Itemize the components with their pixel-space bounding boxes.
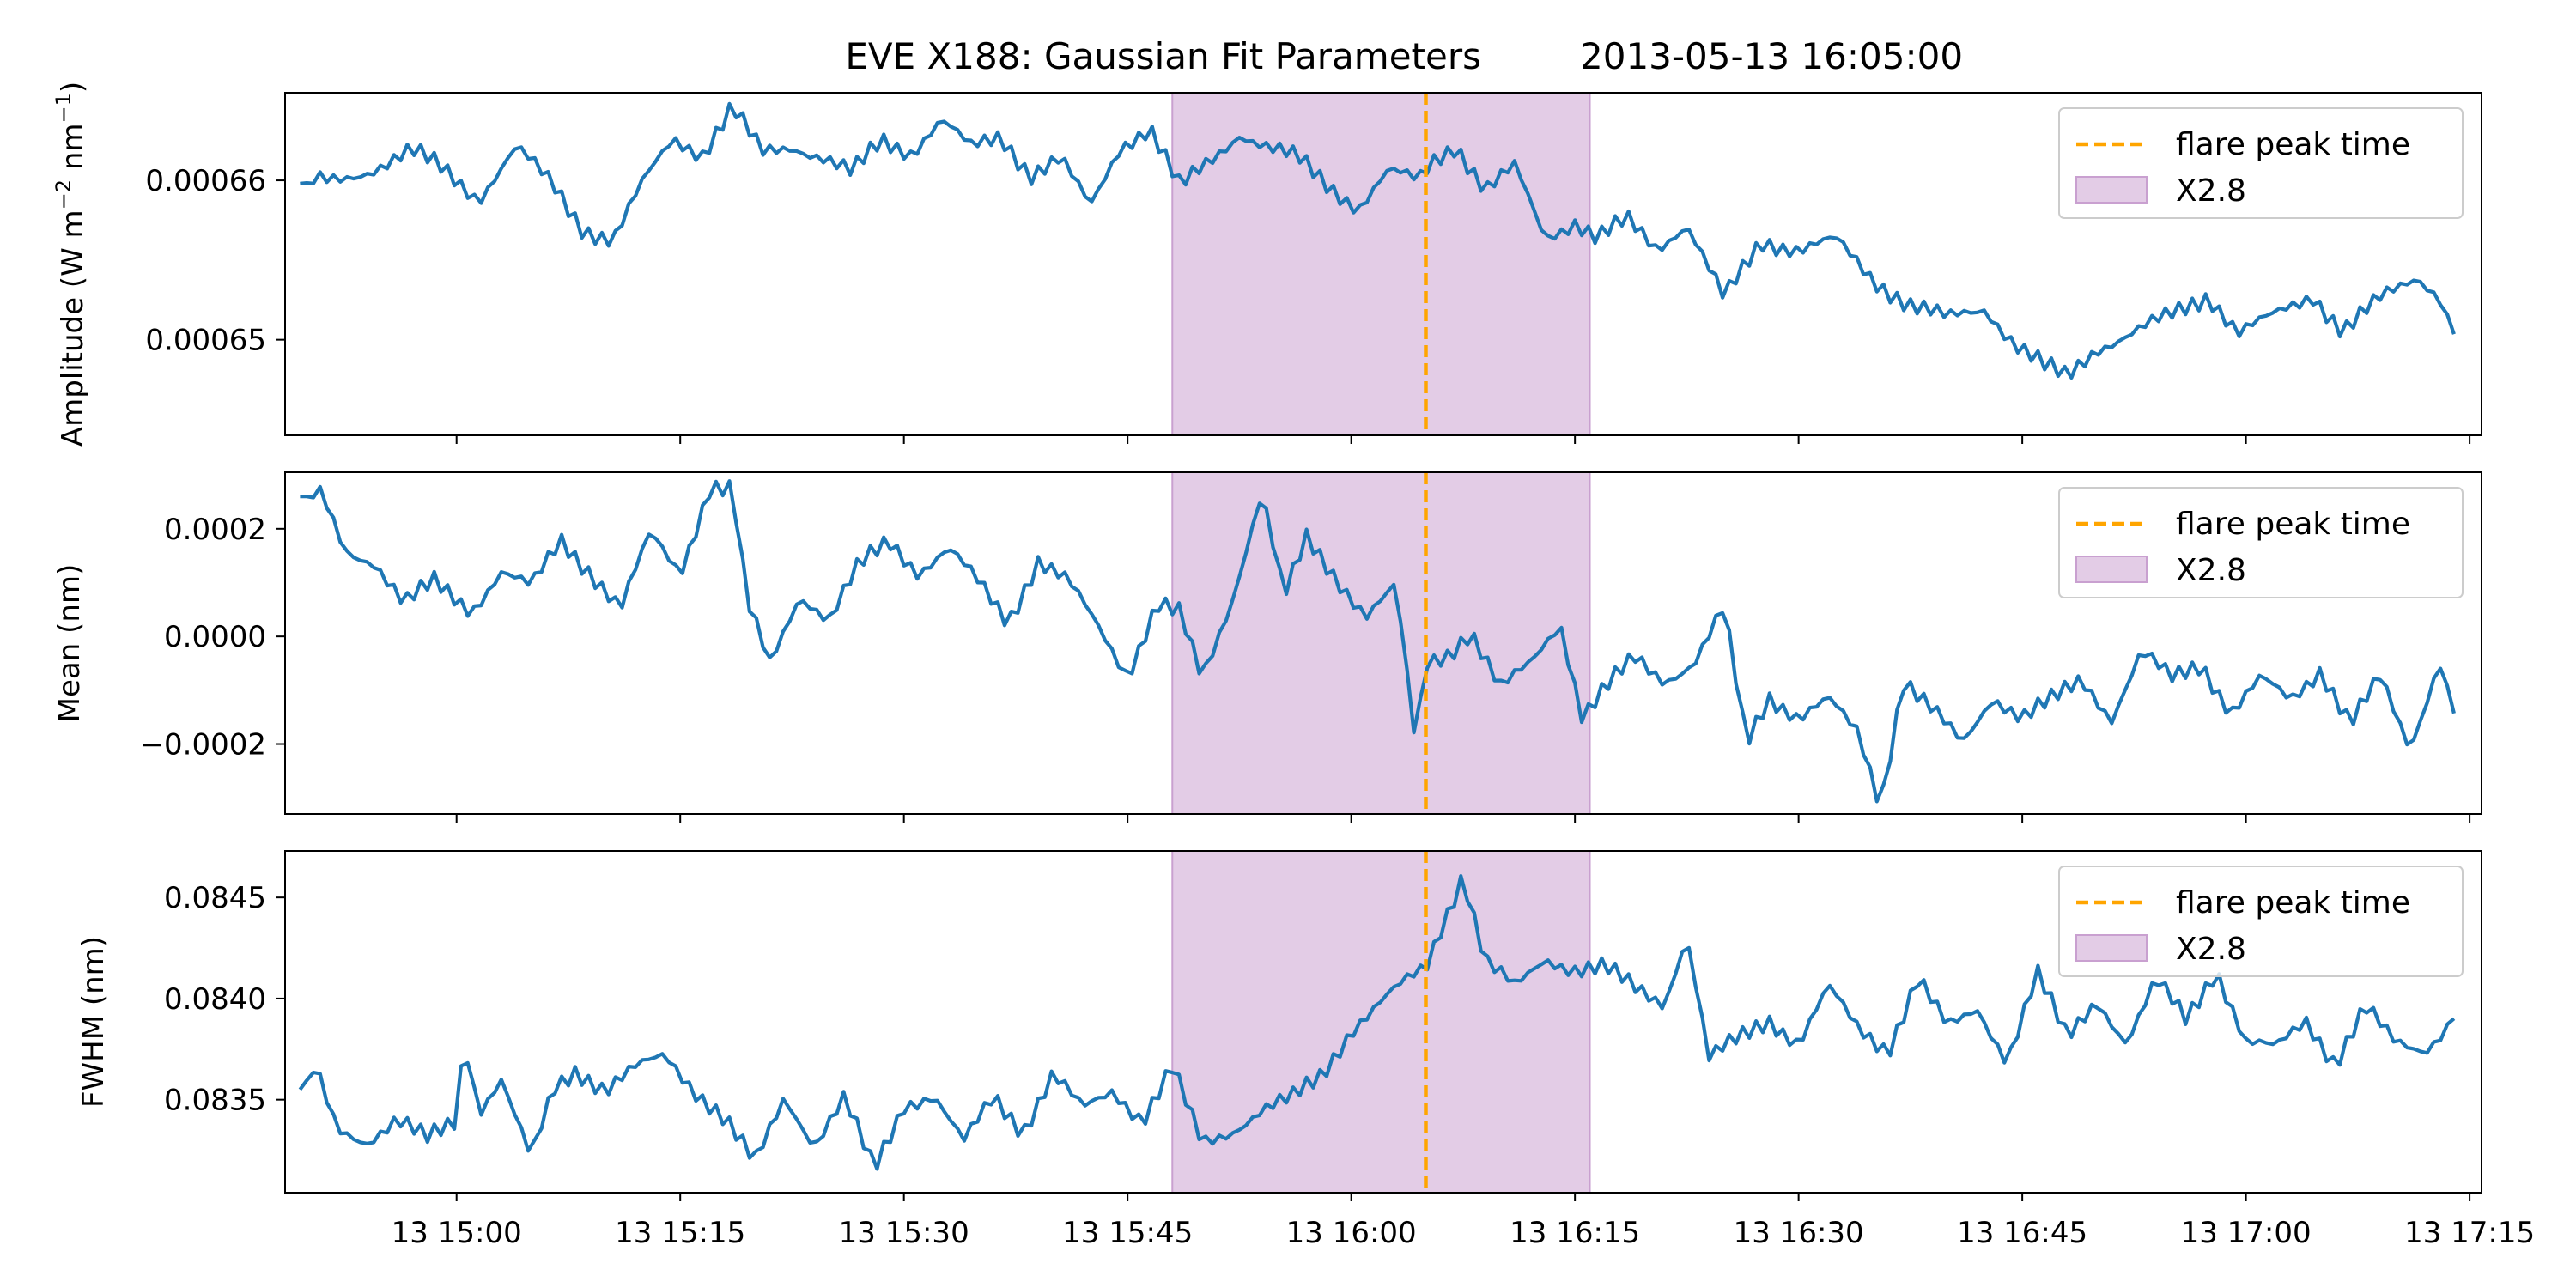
panel-1: 0.00065 0.00066 Amplitude (W m−2 nm−1) flar… <box>52 82 2482 447</box>
legend-flare-peak-label: flare peak time <box>2176 885 2410 920</box>
y-tick-label: 0.0845 <box>164 881 266 915</box>
figure-title-left: EVE X188: Gaussian Fit Parameters <box>845 35 1481 77</box>
x-tick-label: 13 16:30 <box>1734 1216 1864 1250</box>
legend-flare-interval-label: X2.8 <box>2176 553 2246 588</box>
x-tick-label: 13 15:30 <box>839 1216 969 1250</box>
legend: flare peak time X2.8 <box>2058 866 2464 977</box>
y-axis-label-exponent: −1 <box>52 93 76 123</box>
figure-title-right: 2013-05-13 16:05:00 <box>1580 35 1963 77</box>
y-tick-label: 0.0835 <box>164 1084 266 1118</box>
legend: flare peak time X2.8 <box>2058 107 2464 219</box>
y-tick-label: 0.00066 <box>145 164 266 198</box>
flare-interval-span <box>1171 850 1591 1194</box>
y-tick-label: 0.0000 <box>164 620 266 654</box>
legend-flare-interval-label: X2.8 <box>2176 932 2246 967</box>
x-tick-label: 13 17:15 <box>2404 1216 2535 1250</box>
y-axis-label-exponent: −2 <box>52 179 76 210</box>
axes-frame <box>284 850 2482 1194</box>
legend-box <box>2058 107 2464 219</box>
y-tick-label: −0.0002 <box>140 728 266 762</box>
y-axis-label: FWHM (nm) <box>76 936 111 1108</box>
data-series-line <box>300 101 2456 380</box>
y-tick-label: 0.0002 <box>164 513 266 547</box>
flare-interval-span <box>1171 471 1591 815</box>
y-axis-label: Mean (nm) <box>52 564 87 723</box>
legend-flare-interval-swatch <box>2075 176 2148 204</box>
x-tick-label: 13 16:15 <box>1510 1216 1640 1250</box>
axes-frame <box>284 92 2482 436</box>
legend-flare-interval-label: X2.8 <box>2176 173 2246 209</box>
x-tick-label: 13 15:15 <box>615 1216 745 1250</box>
legend-flare-interval-swatch <box>2075 556 2148 583</box>
legend-flare-peak-label: flare peak time <box>2176 507 2410 542</box>
x-tick-label: 13 16:45 <box>1957 1216 2087 1250</box>
flare-interval-span <box>1171 92 1591 436</box>
y-axis-label-text: nm <box>56 123 90 179</box>
legend-flare-peak-label: flare peak time <box>2176 127 2410 162</box>
x-tick-label: 13 15:45 <box>1062 1216 1193 1250</box>
legend-box <box>2058 487 2464 598</box>
panel-2: −0.0002 0.0000 0.0002 Mean (nm) flare peak t… <box>52 471 2482 823</box>
y-tick-label: 0.0840 <box>164 982 266 1017</box>
x-tick-label: 13 16:00 <box>1286 1216 1417 1250</box>
y-axis-label-text: ) <box>56 82 90 93</box>
data-series-line <box>298 874 2456 1171</box>
legend-flare-interval-swatch <box>2075 934 2148 962</box>
panels: 0.00065 0.00066 Amplitude (W m−2 nm−1) flar… <box>52 82 2535 1250</box>
y-axis-label: Amplitude (W m−2 nm−1) <box>52 82 90 447</box>
x-tick-label: 13 15:00 <box>392 1216 522 1250</box>
y-tick-label: 0.00065 <box>145 324 266 358</box>
y-axis-label-text: Amplitude (W m <box>56 210 90 447</box>
panel-3: 13 15:00 13 15:15 13 15:30 13 15:45 13 16:00… <box>76 850 2535 1250</box>
legend: flare peak time X2.8 <box>2058 487 2464 598</box>
axes-frame <box>284 471 2482 815</box>
x-tick-label: 13 17:00 <box>2181 1216 2312 1250</box>
legend-box <box>2058 866 2464 977</box>
data-series-line <box>300 479 2456 804</box>
